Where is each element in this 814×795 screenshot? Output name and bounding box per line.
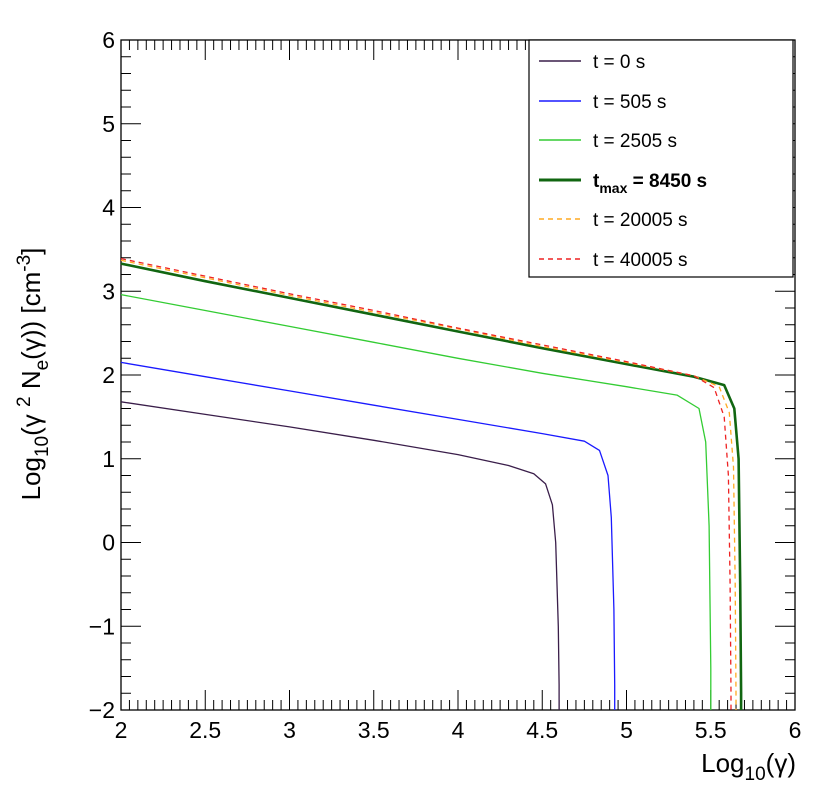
x-tick-label: 3	[283, 717, 296, 743]
y-tick-label: 5	[102, 111, 115, 137]
legend-label-3-rest: = 8450 s	[627, 171, 707, 192]
legend-entry-0: t = 0 s	[539, 52, 645, 73]
x-tick-label: 6	[789, 717, 802, 743]
x-axis-label-paren: (γ)	[766, 748, 796, 778]
series-line-5	[120, 257, 732, 710]
legend-entry-3: tmax = 8450 s	[539, 171, 707, 196]
y-tick-label: −2	[89, 697, 115, 723]
y-tick-label: 0	[102, 530, 115, 556]
y-axis-label-sub2: e	[32, 360, 53, 371]
legend-label-3-base: t	[593, 171, 600, 192]
y-axis-label-base: Log	[16, 457, 46, 500]
x-tick-label: 3.5	[358, 717, 390, 743]
y-tick-label: −1	[89, 613, 115, 639]
y-tick-label: 3	[102, 278, 115, 304]
legend-label-3: tmax = 8450 s	[593, 171, 707, 196]
x-tick-label: 2	[115, 717, 128, 743]
x-axis-label-sub: 10	[745, 764, 766, 785]
x-tick-label: 2.5	[189, 717, 221, 743]
legend-label-5: t = 40005 s	[593, 250, 688, 271]
series-line-0	[120, 401, 560, 710]
y-axis-label-mid2: N	[16, 370, 46, 396]
y-axis-label-tail: (γ)) [cm	[16, 272, 46, 360]
series-line-1	[120, 361, 616, 710]
series-line-2	[120, 293, 712, 710]
legend-label-1: t = 505 s	[593, 92, 666, 113]
x-axis-label: Log10(γ)	[701, 748, 796, 785]
tick-labels: 2 2.5 3 3.5 4 4.5 5 5.5 6 −2 −1 0 1 2 3 4 5 6	[89, 27, 802, 743]
legend-label-2: t = 2505 s	[593, 131, 677, 152]
y-axis-label-sup: 2	[14, 396, 35, 407]
legend-entry-2: t = 2505 s	[539, 131, 677, 152]
y-tick-label: 1	[102, 446, 115, 472]
series-line-3	[120, 262, 743, 710]
y-tick-label: 4	[102, 195, 115, 221]
legend-entry-4: t = 20005 s	[539, 210, 688, 231]
series-lines	[120, 257, 743, 710]
y-axis-label-sub: 10	[32, 436, 53, 457]
legend-label-0: t = 0 s	[593, 52, 645, 73]
x-tick-label: 4	[452, 717, 465, 743]
legend-entry-5: t = 40005 s	[539, 250, 688, 271]
legend-entry-1: t = 505 s	[539, 92, 666, 113]
x-tick-label: 4.5	[526, 717, 558, 743]
x-axis-label-base: Log	[701, 748, 744, 778]
series-line-4	[120, 259, 737, 710]
y-axis-label-mid: (γ	[16, 407, 46, 436]
y-tick-label: 6	[102, 27, 115, 53]
y-axis-label-end: ]	[16, 248, 46, 255]
x-tick-label: 5.5	[695, 717, 727, 743]
legend: t = 0 s t = 505 s t = 2505 s tmax = 8450…	[528, 39, 794, 278]
y-axis-label: Log10(γ 2 Ne(γ)) [cm-3]	[14, 248, 53, 501]
x-tick-label: 5	[620, 717, 633, 743]
y-axis-label-sup2: -3	[14, 255, 35, 272]
legend-label-3-sub: max	[599, 180, 627, 196]
legend-label-4: t = 20005 s	[593, 210, 688, 231]
y-tick-label: 2	[102, 362, 115, 388]
legend-box	[528, 39, 794, 278]
